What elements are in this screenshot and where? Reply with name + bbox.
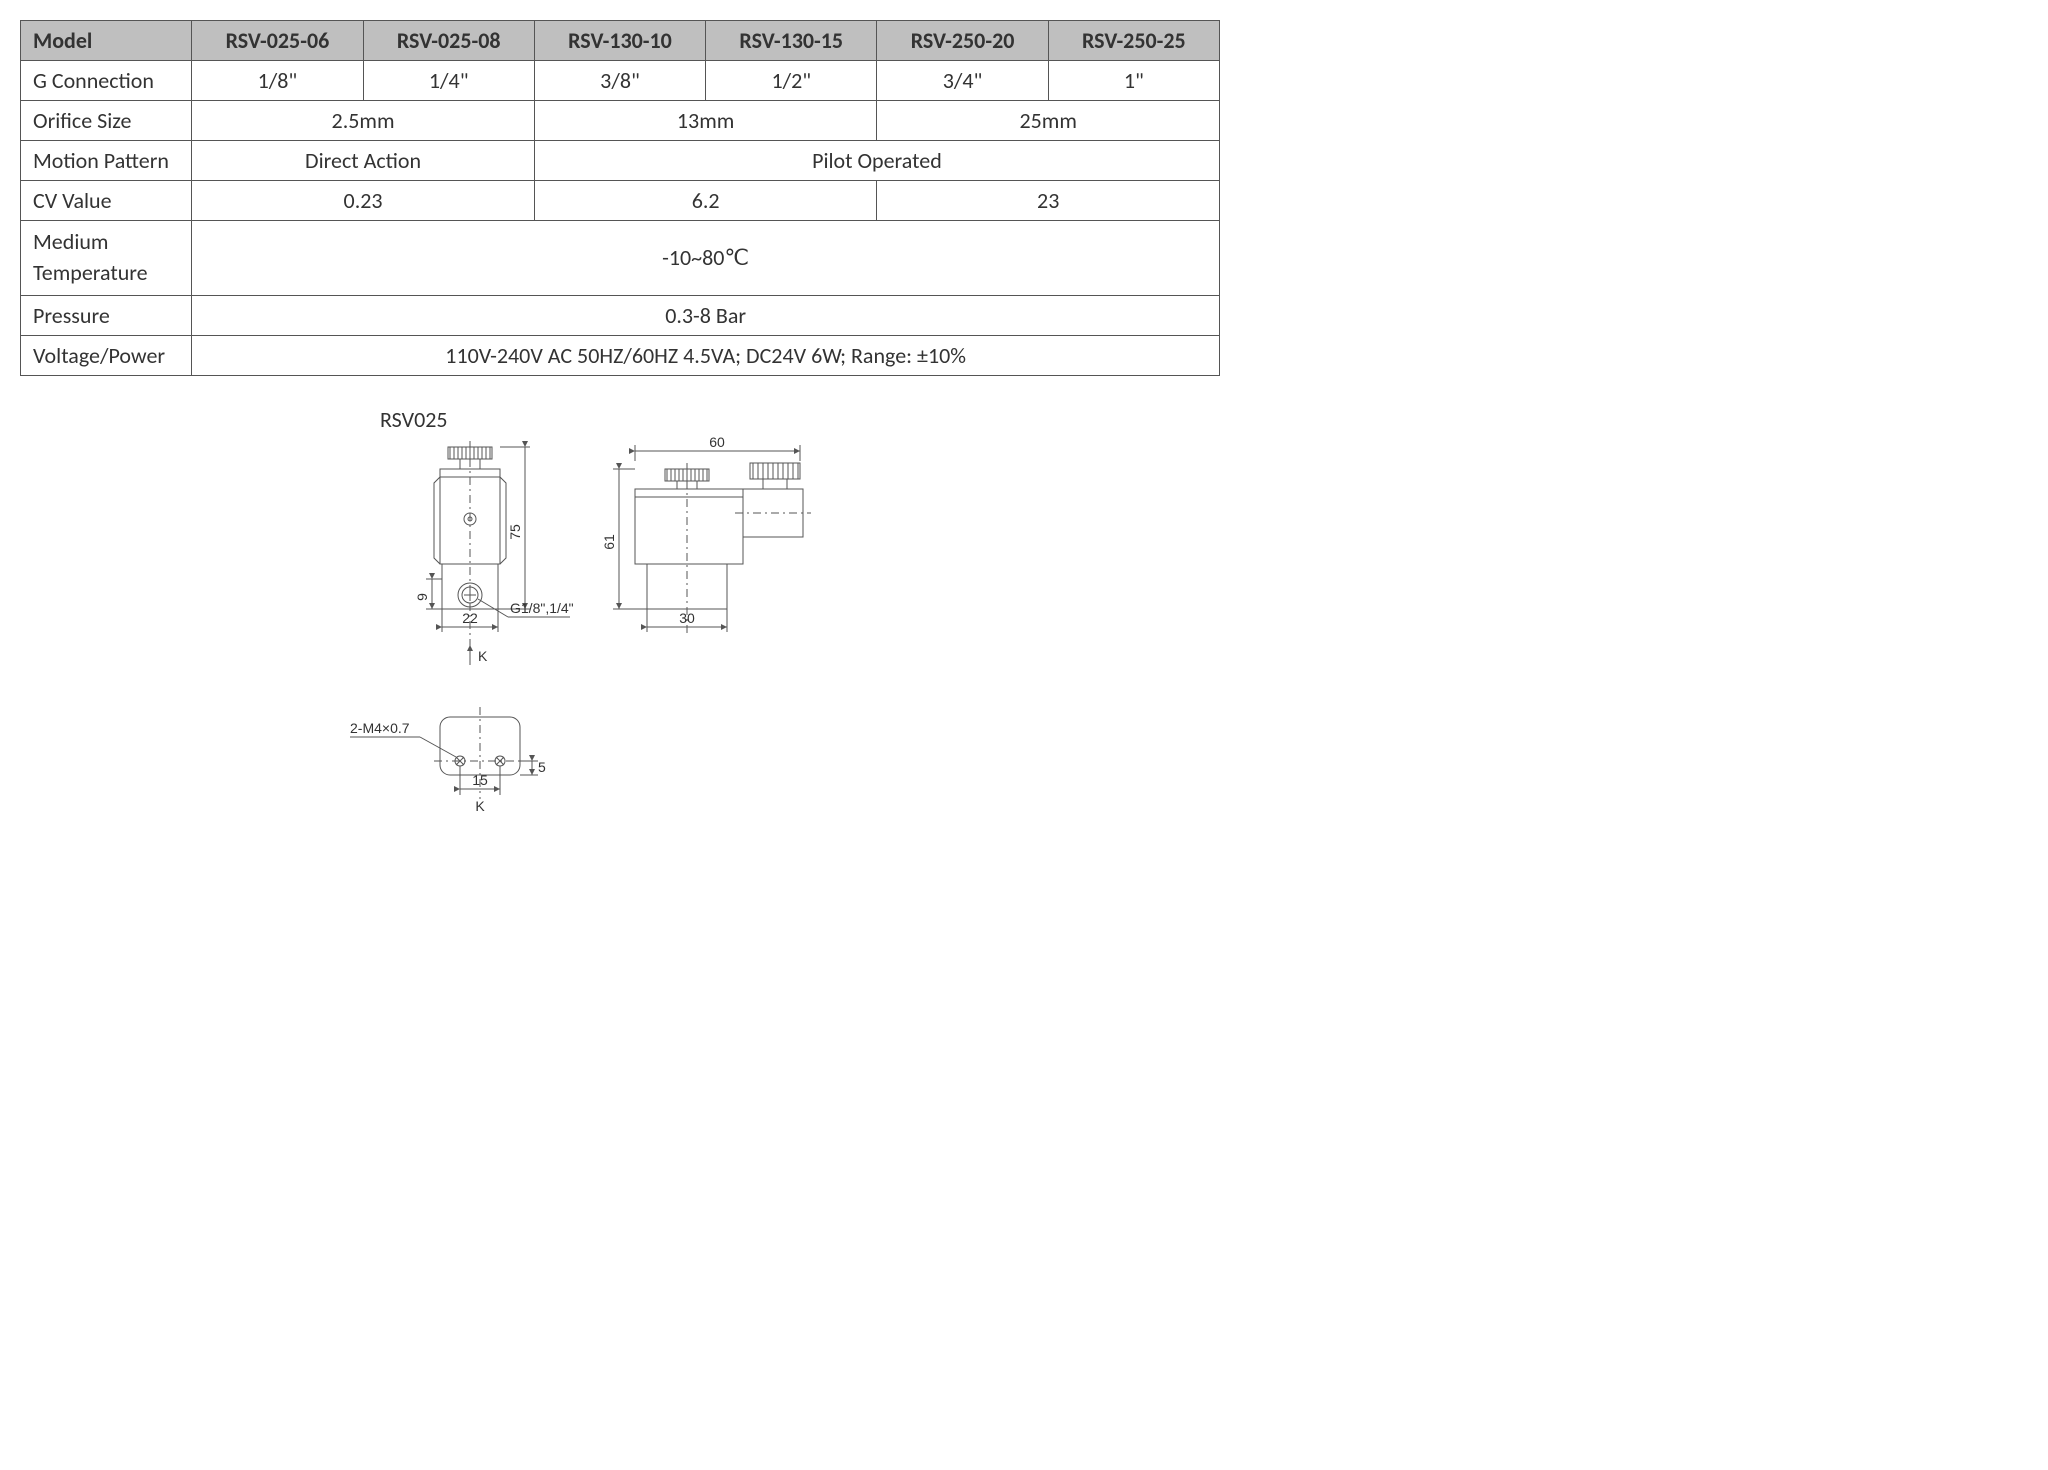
col-4: RSV-130-15: [706, 21, 877, 61]
cell: 13mm: [534, 101, 877, 141]
label-voltage: Voltage/Power: [21, 335, 192, 375]
label-g-connection: G Connection: [21, 61, 192, 101]
col-1: RSV-025-06: [192, 21, 363, 61]
row-motion: Motion Pattern Direct Action Pilot Opera…: [21, 141, 1220, 181]
label-cv: CV Value: [21, 181, 192, 221]
cell: -10~80℃: [192, 221, 1220, 296]
label-motion: Motion Pattern: [21, 141, 192, 181]
cell: 23: [877, 181, 1220, 221]
cell: 110V-240V AC 50HZ/60HZ 4.5VA; DC24V 6W; …: [192, 335, 1220, 375]
label-orifice: Orifice Size: [21, 101, 192, 141]
label-pressure: Pressure: [21, 295, 192, 335]
cell: Pilot Operated: [534, 141, 1219, 181]
cell: 3/4": [877, 61, 1048, 101]
label-medium-temp: Medium Temperature: [21, 221, 192, 296]
col-model: Model: [21, 21, 192, 61]
row-g-connection: G Connection 1/8" 1/4" 3/8" 1/2" 3/4" 1": [21, 61, 1220, 101]
dim-9: 9: [414, 592, 430, 600]
cell: 0.23: [192, 181, 535, 221]
cell: 2.5mm: [192, 101, 535, 141]
port-label: G1/8",1/4": [510, 600, 574, 616]
col-5: RSV-250-20: [877, 21, 1048, 61]
diagram-block: RSV025: [320, 406, 2028, 917]
cell: Direct Action: [192, 141, 535, 181]
dim-22: 22: [462, 610, 478, 626]
dim-60: 60: [709, 437, 725, 450]
dim-15: 15: [472, 772, 488, 788]
k-arrow-label: K: [478, 648, 488, 664]
cell: 6.2: [534, 181, 877, 221]
spec-table: Model RSV-025-06 RSV-025-08 RSV-130-10 R…: [20, 20, 1220, 376]
row-cv: CV Value 0.23 6.2 23: [21, 181, 1220, 221]
section-k: K: [475, 798, 485, 814]
row-medium-temp: Medium Temperature -10~80℃: [21, 221, 1220, 296]
col-6: RSV-250-25: [1048, 21, 1219, 61]
technical-drawing: 75 9 22 G1/8",1/4" K 60: [320, 437, 940, 917]
cell: 1/4": [363, 61, 534, 101]
cell: 25mm: [877, 101, 1220, 141]
cell: 0.3-8 Bar: [192, 295, 1220, 335]
cell: 1/8": [192, 61, 363, 101]
row-voltage: Voltage/Power 110V-240V AC 50HZ/60HZ 4.5…: [21, 335, 1220, 375]
row-orifice: Orifice Size 2.5mm 13mm 25mm: [21, 101, 1220, 141]
diagram-title: RSV025: [380, 406, 2028, 433]
dim-75: 75: [507, 524, 523, 540]
cell: 3/8": [534, 61, 705, 101]
header-row: Model RSV-025-06 RSV-025-08 RSV-130-10 R…: [21, 21, 1220, 61]
dim-61: 61: [601, 534, 617, 550]
hole-label: 2-M4×0.7: [350, 720, 410, 736]
cell: 1": [1048, 61, 1219, 101]
cell: 1/2": [706, 61, 877, 101]
row-pressure: Pressure 0.3-8 Bar: [21, 295, 1220, 335]
col-3: RSV-130-10: [534, 21, 705, 61]
col-2: RSV-025-08: [363, 21, 534, 61]
dim-5: 5: [538, 759, 546, 775]
dim-30: 30: [679, 610, 695, 626]
